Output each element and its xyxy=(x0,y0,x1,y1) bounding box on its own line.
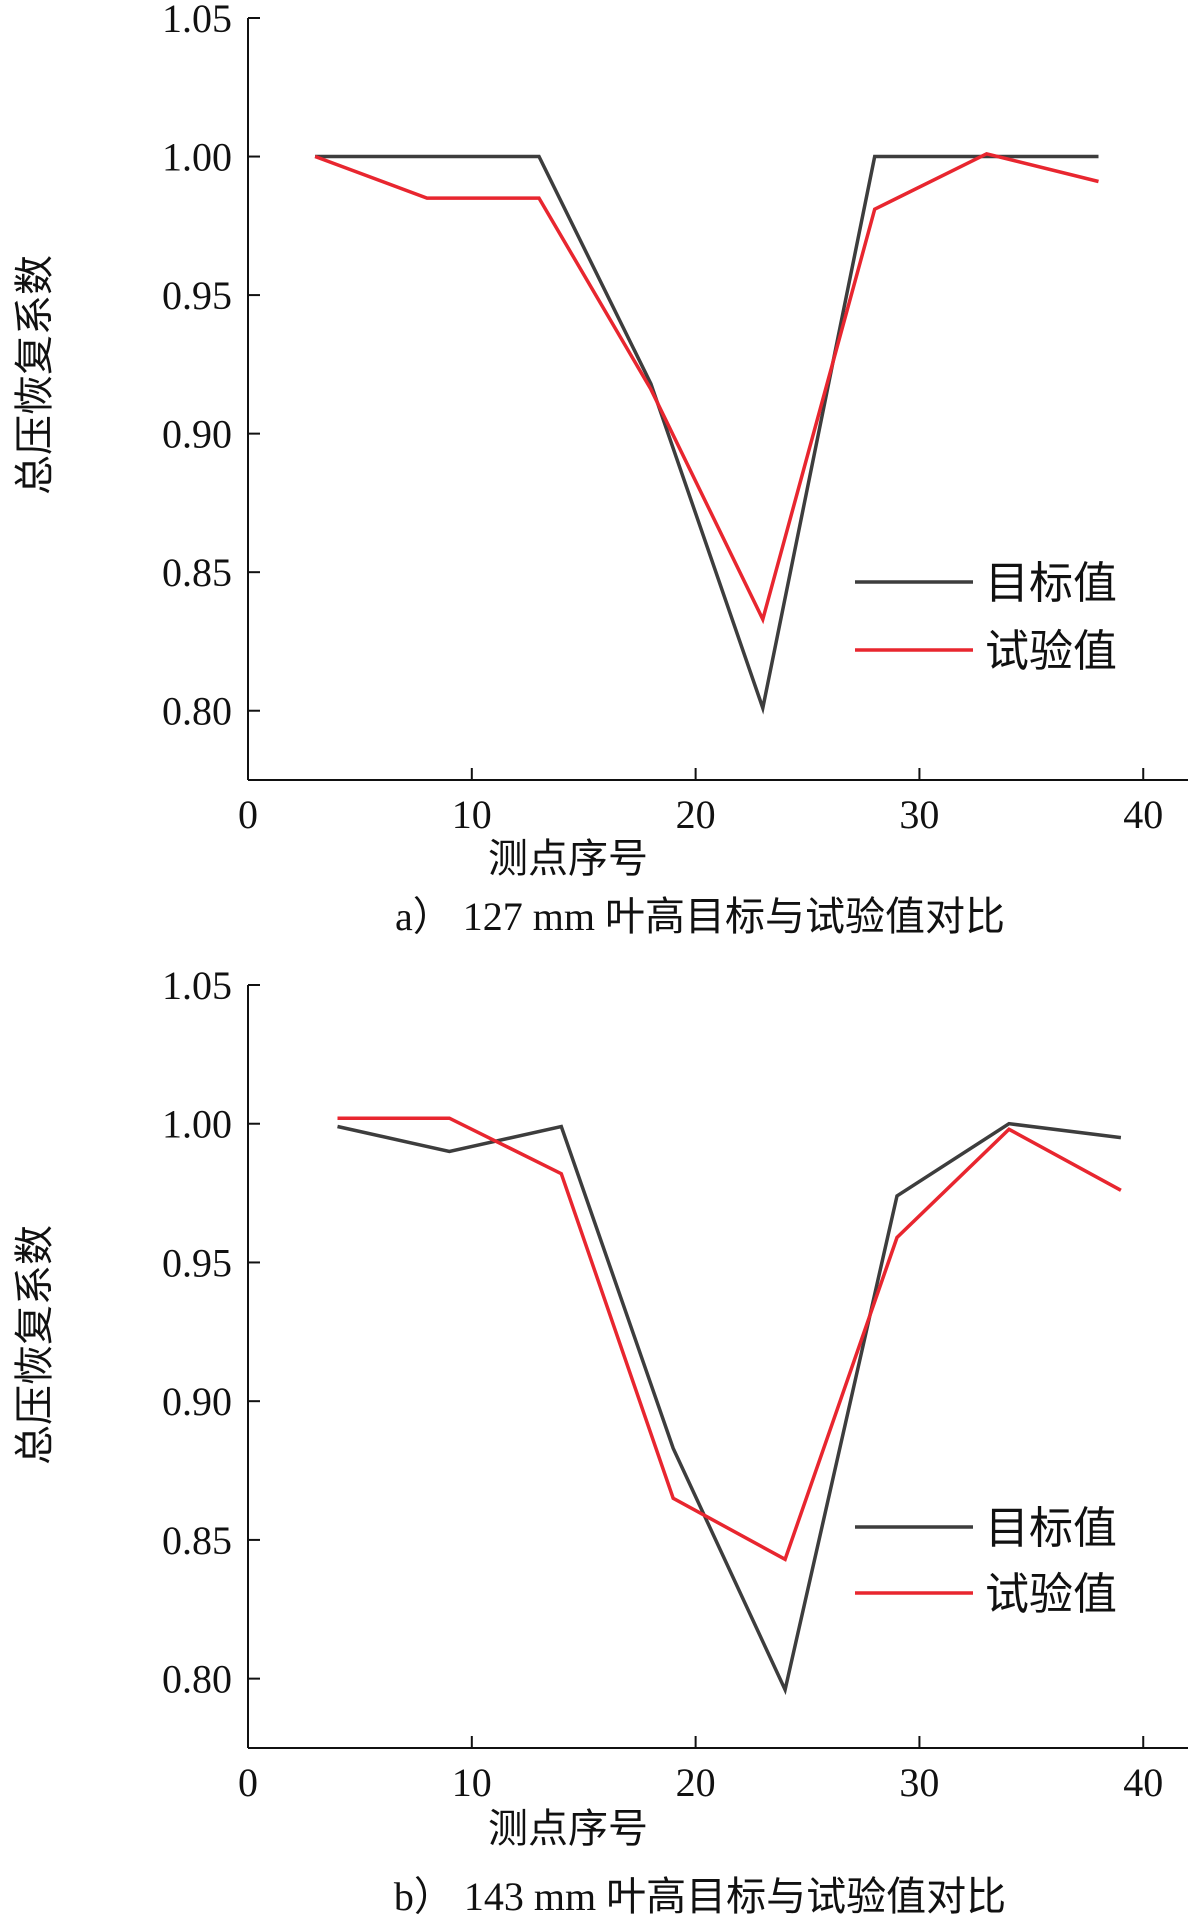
series-line-target xyxy=(315,154,1099,715)
x-tick-label: 30 xyxy=(899,792,939,837)
x-tick-label: 0 xyxy=(238,1760,258,1805)
x-tick-label: 40 xyxy=(1123,1760,1163,1805)
y-tick-label: 0.90 xyxy=(162,412,232,457)
x-axis-label: 测点序号 xyxy=(488,1806,648,1852)
x-tick-label: 40 xyxy=(1123,792,1163,837)
y-tick-label: 0.95 xyxy=(162,1240,232,1285)
x-tick-label: 0 xyxy=(238,792,258,837)
x-tick-label: 10 xyxy=(452,1760,492,1805)
y-tick-label: 0.85 xyxy=(162,1518,232,1563)
legend-label: 目标值 xyxy=(985,1503,1117,1554)
y-axis-label: 总压恢复系数 xyxy=(12,1225,58,1465)
y-tick-label: 0.90 xyxy=(162,1379,232,1424)
y-tick-label: 0.95 xyxy=(162,273,232,318)
chart-panel-a: 0.80 0.85 0.90 0.95 1.00 1.05 0 10 20 30 40 测点序号 总压恢… xyxy=(12,0,1188,939)
chart-caption: b） 143 mm 叶高目标与试验值对比 xyxy=(394,1874,1006,1919)
chart-panel-b: 0.80 0.85 0.90 0.95 1.00 1.05 0 10 20 30 40 测点序号 总压恢… xyxy=(12,963,1188,1919)
y-tick-label: 0.80 xyxy=(162,1657,232,1702)
series-line-test xyxy=(314,151,1099,625)
y-tick-label: 1.00 xyxy=(162,135,232,180)
y-tick-label: 0.80 xyxy=(162,689,232,734)
y-tick-label: 1.05 xyxy=(162,963,232,1008)
x-tick-label: 10 xyxy=(452,792,492,837)
x-tick-label: 20 xyxy=(676,1760,716,1805)
chart-caption: a） 127 mm 叶高目标与试验值对比 xyxy=(395,894,1005,939)
x-tick-label: 30 xyxy=(899,1760,939,1805)
legend-label: 目标值 xyxy=(985,558,1117,609)
series-line-target xyxy=(337,1121,1122,1696)
y-tick-label: 1.00 xyxy=(162,1102,232,1147)
legend-label: 试验值 xyxy=(985,626,1117,677)
y-tick-label: 0.85 xyxy=(162,550,232,595)
y-tick-label: 1.05 xyxy=(162,0,232,41)
series-line-test xyxy=(337,1116,1122,1562)
x-tick-label: 20 xyxy=(676,792,716,837)
legend-label: 试验值 xyxy=(985,1569,1117,1620)
x-axis-label: 测点序号 xyxy=(488,836,648,882)
y-axis-label: 总压恢复系数 xyxy=(12,255,58,495)
